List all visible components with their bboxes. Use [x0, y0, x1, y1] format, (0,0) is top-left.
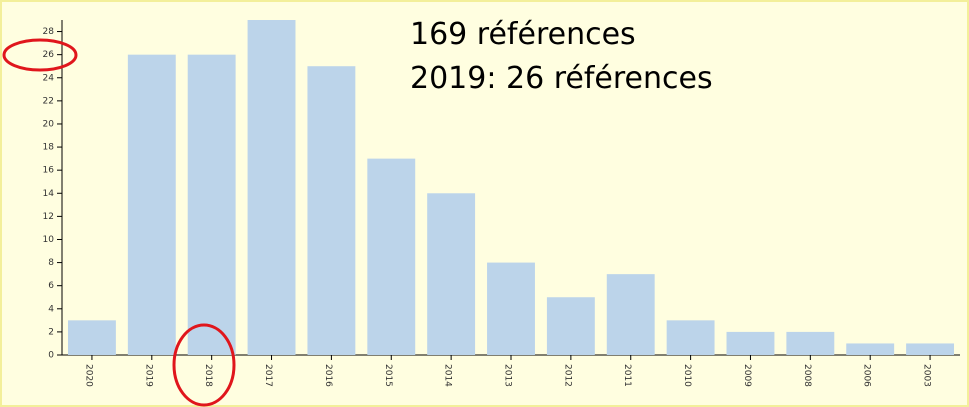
y-tick-label: 4 [48, 304, 54, 314]
y-tick-label: 16 [43, 166, 55, 176]
y-tick-label: 26 [43, 50, 55, 60]
bar [906, 343, 955, 355]
x-tick-label: 2018 [203, 364, 213, 387]
annotation: 169 références [410, 17, 636, 52]
bar [427, 193, 476, 355]
x-tick-label: 2017 [263, 364, 273, 387]
y-tick-label: 14 [43, 189, 55, 199]
bar [846, 343, 895, 355]
x-tick-label: 2006 [862, 364, 872, 387]
y-tick-label: 18 [43, 143, 55, 153]
bar [546, 297, 595, 355]
x-tick-label: 2009 [742, 364, 752, 387]
y-tick-label: 20 [43, 119, 55, 129]
x-tick-label: 2013 [503, 364, 513, 387]
x-tick-label: 2020 [83, 364, 93, 387]
bar [187, 54, 236, 355]
x-tick-label: 2015 [383, 364, 393, 387]
y-tick-label: 2 [48, 327, 54, 337]
bar [247, 20, 296, 355]
x-tick-label: 2012 [562, 364, 572, 387]
y-tick-label: 10 [43, 235, 55, 245]
y-tick-label: 22 [43, 96, 54, 106]
y-tick-label: 8 [48, 258, 54, 268]
y-tick-label: 24 [43, 73, 55, 83]
y-tick-label: 0 [48, 351, 54, 361]
x-tick-label: 2016 [323, 364, 333, 387]
annotation: 2019: 26 références [410, 61, 713, 96]
x-tick-label: 2010 [682, 364, 692, 387]
bar [786, 331, 835, 355]
bar [67, 320, 116, 355]
x-tick-label: 2019 [143, 364, 153, 387]
y-tick-label: 12 [43, 212, 54, 222]
bar [487, 262, 535, 355]
bar [666, 320, 715, 355]
y-tick-label: 6 [48, 281, 54, 291]
bar [307, 66, 356, 355]
bar [726, 331, 775, 355]
highlight-circle [172, 323, 236, 407]
x-tick-label: 2011 [622, 364, 632, 387]
y-tick-label: 28 [43, 27, 55, 37]
bar [367, 158, 416, 355]
bar [606, 274, 655, 355]
x-tick-label: 2014 [443, 364, 453, 387]
highlight-circle [2, 38, 78, 72]
bar [127, 54, 176, 355]
x-tick-label: 2008 [802, 364, 812, 387]
x-tick-label: 2003 [922, 364, 932, 387]
